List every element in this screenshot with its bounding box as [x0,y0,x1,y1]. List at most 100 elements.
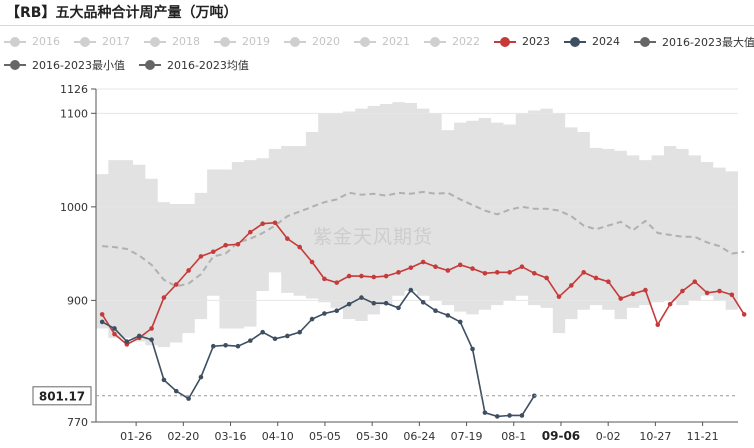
legend-label: 2019 [242,35,270,48]
series-point-2023 [272,220,278,226]
series-point-2023 [507,270,512,275]
series-point-2023 [531,270,537,276]
series-point-2023 [482,270,488,276]
series-point-2023 [655,322,661,328]
pointer-value-box [32,386,92,406]
series-point-2023 [309,259,315,265]
series-point-2023 [692,279,698,284]
legend-label: 2023 [522,35,550,48]
series-point-2024 [408,287,414,293]
series-point-2023 [198,254,204,259]
legend-label: 2018 [172,35,200,48]
series-point-2023 [285,236,290,241]
series-point-2023 [606,279,611,284]
series-point-2024 [248,338,253,343]
series-point-2023 [593,275,599,281]
series-point-2024 [420,299,426,305]
y-tick-label: 1126 [60,83,88,96]
series-point-2024 [371,300,377,306]
series-point-2024 [186,396,191,401]
legend-marker-icon [354,36,376,48]
series-point-2024 [124,339,130,344]
legend-item-2018[interactable]: 2018 [144,35,200,48]
y-tick-label: 1100 [60,107,88,120]
series-point-2023 [223,242,228,248]
series-point-2023 [544,275,549,281]
series-point-2024 [223,342,228,348]
legend-item-2016-2023最大值[interactable]: 2016-2023最大值 [634,34,754,50]
series-point-2024 [383,300,389,306]
series-point-2024 [494,414,500,419]
series-point-2023 [729,292,735,298]
legend-marker-icon [284,36,306,48]
legend-marker-icon [564,36,586,48]
legend-row: 2016-2023最小值 2016-2023均值 [4,53,754,76]
legend-marker-icon [144,36,166,48]
series-point-2024 [457,319,463,325]
series-point-2024 [173,388,179,394]
series-point-2023 [383,273,389,279]
x-tick-label: 05-05 [309,430,341,443]
series-point-2023 [235,241,241,247]
series-point-2024 [198,374,204,380]
legend-item-2023[interactable]: 2023 [494,35,550,48]
legend-label: 2020 [312,35,340,48]
legend-label: 2016 [32,35,60,48]
series-point-2023 [297,244,303,250]
series-point-2024 [149,337,154,342]
series-point-2023 [643,287,648,293]
legend-item-2017[interactable]: 2017 [74,35,130,48]
series-point-2024 [396,305,401,311]
series-point-2024 [445,313,451,318]
pointer-value-label: 801.17 [39,389,85,403]
legend-item-2016[interactable]: 2016 [4,35,60,48]
series-point-2023 [210,249,216,255]
series-point-2024 [334,308,340,313]
legend-item-2016-2023最小值[interactable]: 2016-2023最小值 [4,57,125,73]
legend-item-2020[interactable]: 2020 [284,35,340,48]
series-point-2024 [346,301,352,307]
series-point-2023 [149,326,154,331]
series-point-2023 [186,268,191,273]
series-point-2024 [309,316,315,322]
series-point-2023 [433,264,438,270]
series-point-2023 [618,296,624,301]
series-point-2024 [235,343,241,349]
x-tick-label: 10-27 [639,430,671,443]
series-point-2023 [581,270,586,275]
series-point-2023 [161,295,167,300]
series-point-2023 [630,291,636,297]
series-point-2024 [322,311,327,316]
series-line-2024 [101,288,535,418]
legend-marker-icon [214,36,236,48]
series-point-2023 [717,288,722,294]
x-tick-label: 0-02 [596,430,621,443]
series-point-2023 [248,229,253,235]
watermark: 紫金天风期货 [313,226,434,248]
legend-item-2022[interactable]: 2022 [424,35,480,48]
series-point-2024 [210,343,216,349]
series-point-2023 [556,294,562,299]
legend-item-2024[interactable]: 2024 [564,35,620,48]
legend-marker-icon [4,36,26,48]
series-point-2023 [112,331,117,337]
chart-legend: 2016 2017 2018 2019 2020 2021 2022 2023 2024 2016… [4,30,754,76]
series-point-2023 [470,266,475,271]
series-point-2023 [260,221,265,226]
legend-item-2016-2023均值[interactable]: 2016-2023均值 [138,57,249,73]
x-tick-label: 07-19 [451,430,483,443]
legend-label: 2016-2023最大值 [662,35,754,49]
legend-item-2021[interactable]: 2021 [354,35,410,48]
legend-label: 2017 [102,35,130,48]
series-point-2023 [704,290,710,296]
series-point-2024 [136,333,142,339]
series-point-2024 [161,377,167,383]
series-point-2023 [420,259,426,265]
series-line-average [102,190,745,288]
x-tick-label: 02-20 [167,430,199,443]
series-point-2023 [99,312,105,317]
legend-item-2019[interactable]: 2019 [214,35,270,48]
x-tick-label: 04-10 [262,430,294,443]
series-point-2024 [285,333,290,339]
